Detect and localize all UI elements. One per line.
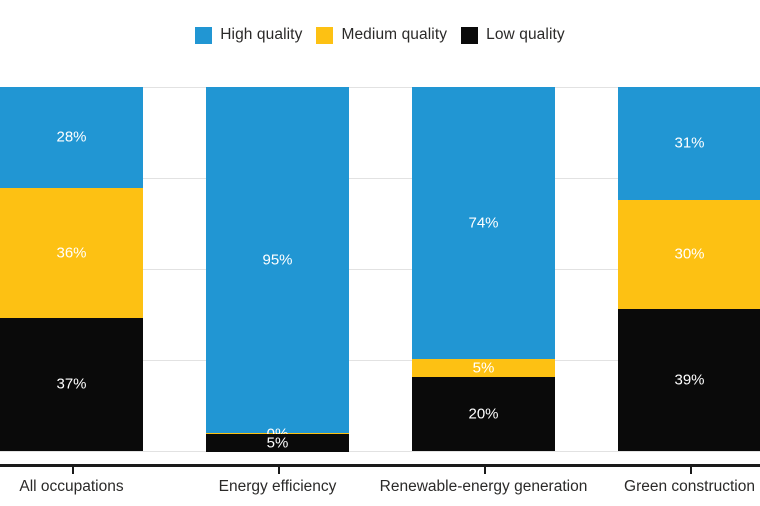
x-label-energy-efficiency: Energy efficiency bbox=[218, 478, 337, 495]
legend-label: Low quality bbox=[486, 26, 565, 43]
segment-medium-quality bbox=[412, 359, 555, 378]
segment-high-quality bbox=[0, 87, 143, 188]
legend-swatch-medium-quality bbox=[316, 26, 334, 44]
legend-swatch-high-quality bbox=[195, 26, 213, 44]
legend-item-high-quality: High quality bbox=[195, 26, 302, 44]
gridline-50pct bbox=[0, 269, 760, 270]
segment-high-quality bbox=[412, 87, 555, 360]
legend-item-medium-quality: Medium quality bbox=[316, 26, 447, 44]
bar-green-construction: 31% 30% 39% bbox=[618, 87, 760, 451]
segment-medium-quality bbox=[0, 187, 143, 318]
x-label-all-occupations: All occupations bbox=[19, 478, 124, 495]
legend-label: High quality bbox=[220, 26, 303, 43]
gridline-75pct bbox=[0, 178, 760, 179]
legend-swatch-low-quality bbox=[461, 26, 479, 44]
bar-all-occupations: 28% 36% 37% bbox=[0, 87, 143, 451]
segment-medium-quality bbox=[206, 432, 349, 435]
legend-label: Medium quality bbox=[341, 26, 448, 43]
gridline-25pct bbox=[0, 360, 760, 361]
segment-low-quality bbox=[0, 317, 143, 451]
segment-high-quality bbox=[618, 87, 760, 200]
x-tick-energy-efficiency bbox=[277, 467, 280, 474]
segment-low-quality bbox=[206, 434, 349, 453]
bar-renewable-energy-generation: 74% 5% 20% bbox=[412, 87, 555, 451]
legend: High quality Medium quality Low quality bbox=[0, 26, 760, 44]
gridline-0pct bbox=[0, 451, 760, 452]
segment-low-quality bbox=[412, 377, 555, 451]
x-tick-renewable-energy-generation bbox=[483, 467, 486, 474]
x-label-green-construction: Green construction bbox=[624, 478, 755, 495]
segment-medium-quality bbox=[618, 199, 760, 310]
x-label-renewable-energy-generation: Renewable-energy generation bbox=[379, 478, 588, 495]
x-tick-all-occupations bbox=[71, 467, 74, 474]
plot-area: 28%36%37% 95%0%5% 74%5%20% 31%30%39% bbox=[0, 87, 760, 453]
bar-energy-efficiency: 95%0%5% bbox=[206, 87, 349, 453]
gridline-100pct bbox=[0, 87, 760, 88]
segment-low-quality bbox=[618, 309, 760, 451]
legend-item-low-quality: Low quality bbox=[461, 26, 565, 44]
segment-high-quality bbox=[206, 87, 349, 433]
x-tick-green-construction bbox=[689, 467, 692, 474]
x-axis-line bbox=[0, 464, 760, 467]
